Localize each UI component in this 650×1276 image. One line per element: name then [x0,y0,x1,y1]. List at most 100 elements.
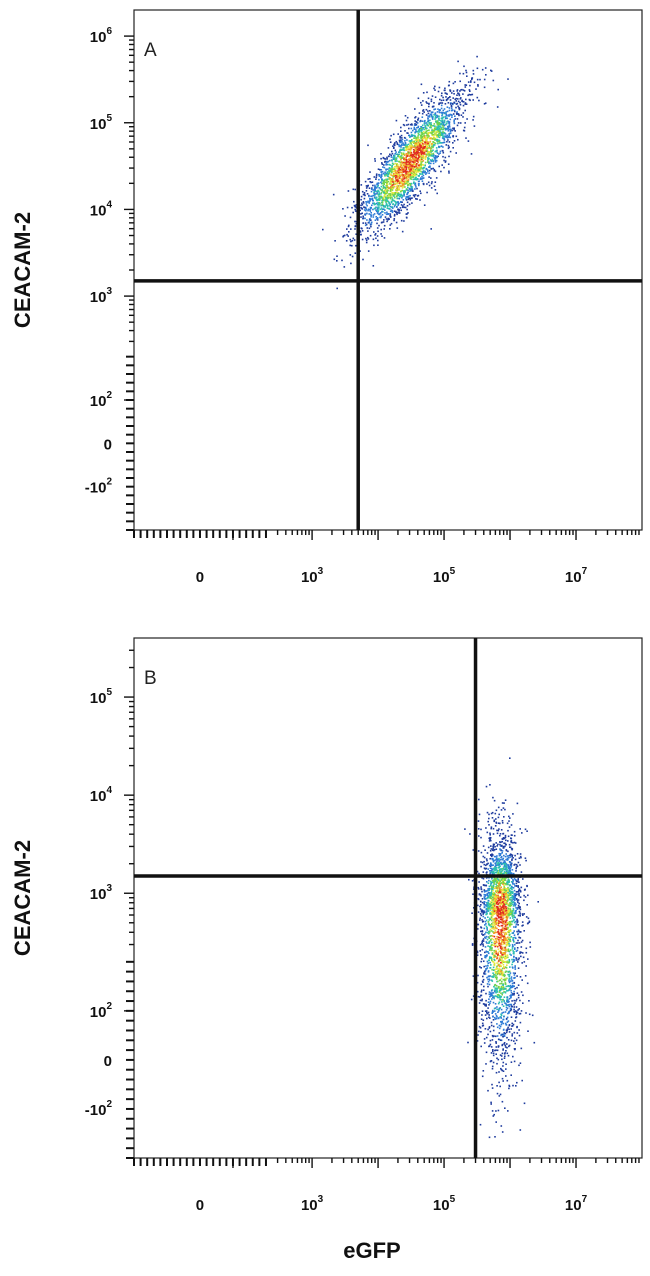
event-dot [375,173,378,175]
event-dot [489,961,491,964]
event-dot [509,853,512,855]
event-dot [404,174,407,177]
event-dot [369,207,372,210]
event-dot [462,129,465,132]
event-dot [479,917,481,920]
event-dot [420,157,423,160]
event-dot [386,190,388,192]
event-dot [409,142,412,144]
event-dot [489,873,491,875]
event-dot [386,183,389,186]
event-dot [408,167,410,169]
event-dot [494,859,496,862]
event-dot [399,181,402,184]
event-dot [428,121,431,124]
event-dot [523,1102,526,1105]
event-dot [430,162,432,165]
event-dot [502,914,505,917]
event-dot [511,886,514,889]
event-dot [468,93,470,96]
event-dot [436,122,438,125]
event-dot [511,858,513,861]
event-dot [412,157,414,160]
event-dot [509,944,511,946]
event-dot [501,986,504,988]
event-dot [441,120,443,123]
event-dot [515,912,517,914]
event-dot [496,965,498,968]
event-dot [432,125,435,127]
event-dot [507,873,509,875]
event-dot [374,187,377,189]
event-dot [489,1000,492,1003]
event-dot [445,115,448,117]
event-dot [495,858,497,861]
event-dot [477,888,480,890]
event-dot [393,175,395,177]
event-dot [398,212,400,214]
event-dot [373,213,376,215]
event-dot [507,888,509,890]
event-dot [413,175,416,177]
event-dot [509,933,511,936]
event-dot [383,157,386,160]
event-dot [503,802,505,804]
event-dot [423,122,426,124]
event-dot [507,886,509,889]
event-dot [504,1002,506,1004]
event-dot [416,187,418,190]
event-dot [393,195,395,198]
event-dot [410,172,413,174]
event-dot [497,88,499,91]
event-dot [399,193,401,196]
event-dot [509,1009,512,1012]
event-dot [488,893,491,896]
event-dot [447,102,450,104]
event-dot [411,188,414,191]
event-dot [416,198,418,200]
event-dot [428,115,431,117]
event-dot [409,170,412,173]
event-dot [423,120,426,123]
event-dot [435,177,438,179]
event-dot [505,872,507,874]
event-dot [494,887,496,890]
event-dot [443,137,445,139]
event-dot [434,142,437,145]
event-dot [364,222,367,224]
event-dot [496,927,498,930]
event-dot [495,842,497,844]
event-dot [422,183,425,185]
event-dot [378,224,380,227]
event-dot [498,955,501,957]
event-dot [375,237,377,240]
event-dot [412,161,415,164]
event-dot [422,170,424,173]
event-dot [516,921,519,924]
event-dot [477,1034,479,1036]
event-dot [488,1014,490,1016]
event-dot [510,892,512,895]
event-dot [512,937,514,939]
event-dot [365,187,368,189]
event-dot [364,194,366,197]
event-dot [429,123,431,126]
event-dot [484,969,487,972]
event-dot [495,879,498,882]
event-dot [417,194,420,197]
event-dot [479,950,481,952]
event-dot [422,164,425,166]
event-dot [508,945,511,947]
event-dot [499,865,501,867]
event-dot [504,932,506,934]
event-dot [512,972,515,974]
event-dot [406,173,408,175]
event-dot [517,996,520,999]
event-dot [377,198,379,201]
event-dot [489,832,491,835]
event-dot [496,1092,499,1095]
event-dot [498,1001,501,1004]
event-dot [508,867,510,870]
event-dot [418,184,420,187]
event-dot [491,989,493,991]
